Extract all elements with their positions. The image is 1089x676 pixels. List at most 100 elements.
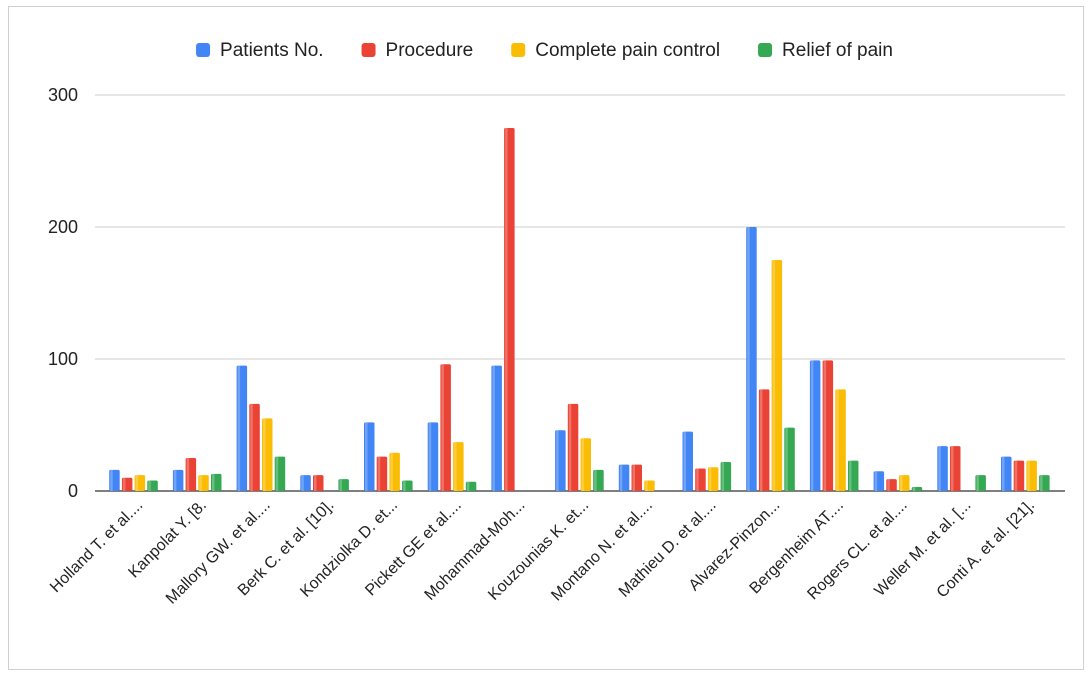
bar-highlight — [747, 227, 750, 491]
bar-highlight — [237, 365, 241, 491]
legend-item-relief-of-pain: Relief of pain — [758, 40, 893, 61]
bar-highlight — [466, 481, 470, 491]
bar-highlight — [772, 260, 776, 491]
bar-complete-pain-control — [198, 475, 209, 491]
bar-highlight — [275, 456, 279, 491]
bar-highlight — [632, 464, 635, 491]
bar-procedure — [440, 364, 451, 491]
y-tick-label: 200 — [48, 217, 78, 237]
bar-relief-of-pain — [211, 473, 222, 491]
bar-procedure — [631, 464, 642, 491]
bar-highlight — [683, 431, 686, 491]
y-axis-ticks: 0 100 200 300 — [48, 85, 78, 501]
bar-highlight — [556, 430, 559, 491]
bar-complete-pain-control — [453, 442, 464, 491]
bar-complete-pain-control — [835, 389, 846, 491]
bar-patients-no — [873, 471, 885, 491]
bar-patients-no — [172, 469, 184, 491]
y-tick-label: 0 — [68, 481, 78, 501]
bars — [109, 128, 1050, 491]
bar-procedure — [822, 360, 834, 491]
bar-procedure — [185, 458, 197, 491]
bar-relief-of-pain — [338, 479, 349, 491]
bar-relief-of-pain — [975, 475, 986, 491]
bar-procedure — [886, 479, 897, 491]
x-tick-label: Holland T. et al.... — [47, 497, 146, 596]
bar-highlight — [122, 477, 126, 491]
legend-item-procedure: Procedure — [361, 40, 474, 61]
bar-highlight — [581, 438, 584, 491]
bar-highlight — [912, 487, 916, 491]
bar-complete-pain-control — [389, 452, 400, 491]
bar-highlight — [887, 479, 890, 491]
bar-relief-of-pain — [1039, 475, 1050, 491]
bar-patients-no — [555, 430, 566, 491]
bar-procedure — [950, 446, 961, 491]
bar-highlight — [619, 464, 623, 491]
bar-highlight — [339, 479, 342, 491]
bar-highlight — [568, 403, 572, 491]
bar-highlight — [1040, 475, 1043, 491]
bar-procedure — [121, 477, 133, 491]
legend-label: Complete pain control — [535, 40, 720, 61]
bar-highlight — [785, 427, 788, 491]
legend-label: Patients No. — [220, 40, 324, 61]
bar-procedure — [249, 403, 260, 491]
bar-highlight — [212, 473, 215, 491]
bar-highlight — [951, 446, 954, 491]
bar-highlight — [173, 469, 177, 491]
chart-frame — [8, 6, 1084, 670]
legend-swatch — [361, 43, 376, 57]
bar-highlight — [823, 360, 827, 491]
bar-relief-of-pain — [720, 461, 732, 491]
bar-highlight — [505, 128, 508, 491]
bar-relief-of-pain — [402, 480, 413, 491]
bar-relief-of-pain — [784, 427, 795, 491]
legend-label: Procedure — [386, 40, 474, 61]
legend: Patients No. Procedure Complete pain contr… — [196, 40, 893, 61]
legend-swatch — [196, 43, 211, 57]
bar-patients-no — [618, 464, 630, 491]
legend-label: Relief of pain — [782, 40, 893, 61]
bar-complete-pain-control — [771, 260, 783, 491]
bar-highlight — [454, 442, 457, 491]
bar-procedure — [758, 389, 770, 491]
bar-highlight — [1002, 456, 1005, 491]
bar-complete-pain-control — [1026, 460, 1037, 491]
bar-procedure — [504, 128, 515, 491]
bar-procedure — [313, 475, 324, 491]
bar-highlight — [645, 480, 648, 491]
legend-swatch — [758, 43, 773, 57]
bar-highlight — [250, 403, 253, 491]
bar-highlight — [938, 446, 941, 491]
bar-highlight — [900, 475, 903, 491]
bar-highlight — [301, 475, 304, 491]
bar-highlight — [110, 469, 113, 491]
bar-relief-of-pain — [274, 456, 286, 491]
bar-highlight — [199, 475, 202, 491]
legend-item-patients-no: Patients No. — [196, 40, 324, 61]
legend-swatch — [511, 43, 526, 57]
bar-patients-no — [427, 422, 439, 491]
bar-patients-no — [300, 475, 311, 491]
bar-highlight — [403, 480, 406, 491]
bar-patients-no — [1001, 456, 1012, 491]
x-tick-label: Mallory GW. et al.... — [163, 497, 274, 608]
bar-highlight — [810, 360, 814, 491]
bar-highlight — [849, 460, 852, 491]
legend-item-complete-pain-control: Complete pain control — [511, 40, 720, 61]
bar-highlight — [1014, 460, 1018, 491]
bar-patients-no — [364, 422, 375, 491]
bar-procedure — [695, 468, 706, 491]
bar-patients-no — [491, 365, 502, 491]
bar-relief-of-pain — [465, 481, 477, 491]
bar-highlight — [976, 475, 979, 491]
bar-complete-pain-control — [899, 475, 910, 491]
bar-highlight — [377, 456, 381, 491]
bar-highlight — [696, 468, 699, 491]
bar-highlight — [390, 452, 393, 491]
y-tick-label: 300 — [48, 85, 78, 105]
bar-relief-of-pain — [147, 480, 158, 491]
bar-highlight — [874, 471, 878, 491]
